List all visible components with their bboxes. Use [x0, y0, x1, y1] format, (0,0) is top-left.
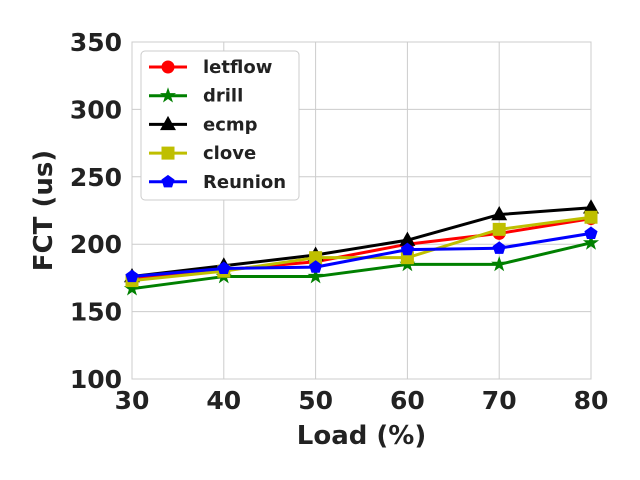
legend-item-reunion: Reunion	[149, 172, 286, 193]
y-axis: 100 150 200 250 300 350	[70, 28, 122, 394]
x-tick-label: 50	[298, 386, 333, 415]
data-point	[584, 226, 598, 240]
series-line	[131, 231, 592, 279]
legend-item-ecmp: ecmp	[149, 114, 258, 135]
data-point	[584, 210, 598, 224]
data-point	[492, 222, 506, 236]
x-tick-label: 60	[390, 386, 425, 415]
y-tick-label: 350	[70, 28, 122, 57]
legend-label: clove	[203, 143, 256, 164]
y-axis-label: FCT (us)	[29, 150, 59, 271]
series-group	[123, 199, 600, 296]
data-point	[217, 261, 231, 275]
series-line	[131, 241, 592, 291]
y-tick-label: 250	[70, 163, 122, 192]
legend-marker	[159, 87, 177, 103]
data-point	[125, 269, 139, 283]
legend-label: ecmp	[203, 114, 258, 135]
legend-item-drill: drill	[149, 86, 243, 107]
legend-item-clove: clove	[149, 143, 256, 164]
legend-label: letflow	[203, 57, 272, 78]
y-tick-label: 100	[70, 365, 122, 394]
data-point	[309, 260, 323, 273]
x-tick-label: 30	[115, 386, 150, 415]
legend-marker	[161, 146, 175, 160]
data-point	[400, 242, 414, 256]
x-tick-label: 80	[574, 386, 609, 415]
legend-marker	[161, 174, 175, 188]
legend-label: drill	[203, 86, 243, 107]
y-tick-label: 200	[70, 230, 122, 259]
data-point	[491, 206, 508, 221]
series-reunion	[125, 226, 598, 283]
y-tick-label: 300	[70, 95, 122, 124]
data-point	[582, 234, 600, 250]
x-axis-label: Load (%)	[297, 421, 426, 451]
legend-marker	[161, 60, 175, 74]
x-tick-label: 70	[482, 386, 517, 415]
data-point	[307, 268, 324, 284]
legend-box	[140, 50, 300, 201]
legend-marker	[160, 115, 176, 131]
y-tick-label: 150	[70, 298, 122, 327]
data-point	[492, 241, 506, 254]
x-axis: 30 40 50 60 70 80	[115, 386, 609, 415]
x-tick-label: 40	[206, 386, 241, 415]
legend-item-letflow: letflow	[149, 57, 272, 78]
series-line	[131, 206, 592, 279]
legend-label: Reunion	[203, 172, 286, 193]
data-point	[491, 255, 508, 272]
legend: letflow drill ecmp clove Reunion	[140, 50, 300, 201]
